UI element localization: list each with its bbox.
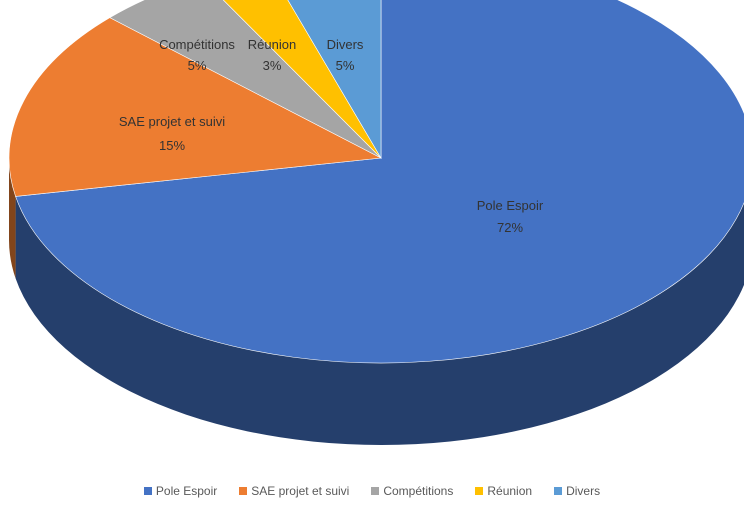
slice-label-4: Divers: [327, 37, 364, 52]
pie-slice-2: [109, 0, 382, 159]
legend-item-4: Divers: [554, 484, 600, 498]
slice-percent-0: 72%: [497, 220, 523, 235]
legend-swatch-2: [371, 487, 380, 495]
legend-item-2: Compétitions: [371, 484, 453, 498]
legend-label-0: Pole Espoir: [155, 484, 218, 498]
slice-percent-4: 5%: [336, 58, 355, 73]
slice-label-0: Pole Espoir: [477, 198, 544, 213]
pie-top-faces: [8, 0, 744, 364]
legend-swatch-0: [143, 487, 152, 495]
legend-swatch-3: [475, 487, 484, 495]
legend-item-3: Réunion: [475, 484, 532, 498]
slice-percent-1: 15%: [159, 138, 185, 153]
pie-side-1: [9, 158, 16, 279]
pie-labels: Pole Espoir 72% SAE projet et suivi 15% Comp…: [119, 37, 544, 235]
pie-slice-0: [15, 0, 744, 364]
legend-swatch-1: [239, 487, 248, 495]
legend-label-3: Réunion: [487, 484, 533, 498]
legend-swatch-4: [554, 487, 563, 495]
pie-slice-3: [222, 0, 382, 159]
pie-slice-4: [287, 0, 382, 160]
legend-label-2: Compétitions: [383, 484, 454, 498]
legend-item-1: SAE projet et suivi: [239, 484, 349, 498]
pie-side-walls: [9, 158, 744, 445]
legend: Pole Espoir SAE projet et suivi Compétitio…: [0, 484, 744, 498]
slice-percent-3: 3%: [263, 58, 282, 73]
pie-chart: Pole Espoir 72% SAE projet et suivi 15% Comp…: [8, 0, 744, 445]
slice-percent-2: 5%: [188, 58, 207, 73]
pie-slice-1: [8, 17, 383, 197]
slice-label-2: Compétitions: [159, 37, 235, 52]
pie-side-0: [15, 196, 744, 445]
legend-label-4: Divers: [566, 484, 601, 498]
slice-label-1: SAE projet et suivi: [119, 114, 225, 129]
legend-item-0: Pole Espoir: [143, 484, 218, 498]
slice-label-3: Réunion: [248, 37, 296, 52]
legend-label-1: SAE projet et suivi: [251, 484, 350, 498]
